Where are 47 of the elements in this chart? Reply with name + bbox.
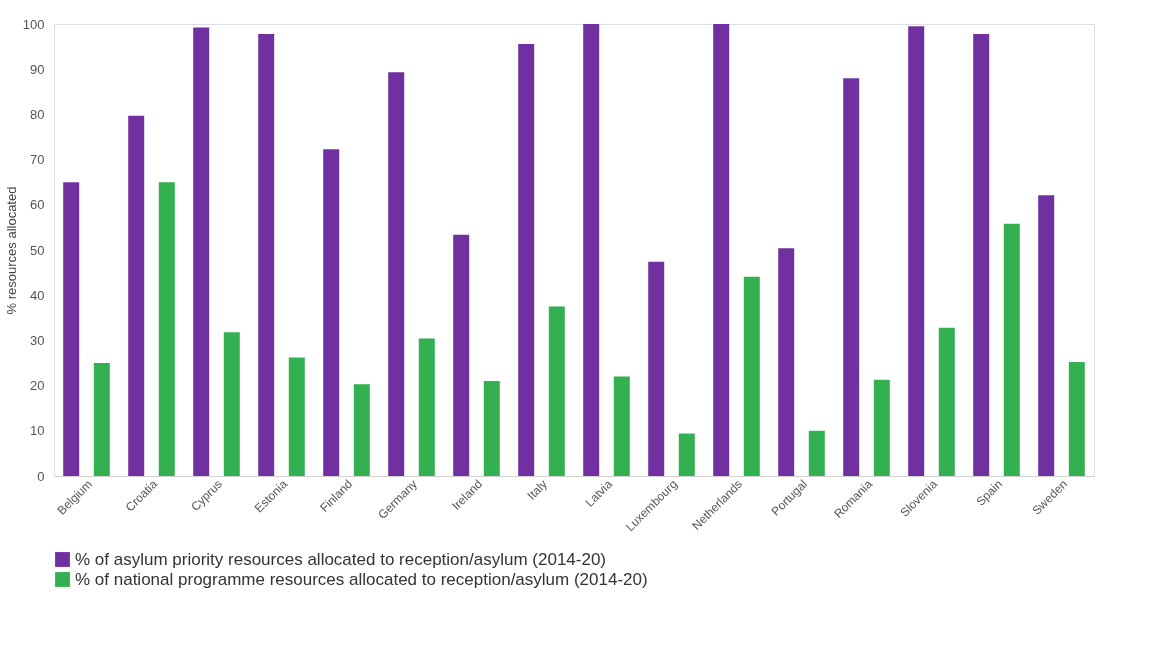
bar: [808, 430, 825, 476]
bar: [483, 381, 500, 476]
bar: [1003, 223, 1020, 476]
bar: [678, 433, 695, 476]
bar: [63, 182, 80, 476]
bar: [453, 234, 470, 476]
bar: [418, 338, 435, 476]
bar: [973, 33, 990, 476]
y-tick-label: 30: [30, 332, 45, 348]
y-tick-label: 70: [30, 152, 45, 168]
bar: [158, 182, 175, 476]
x-tick-label: Italy: [524, 477, 550, 503]
bar: [843, 78, 860, 476]
bar: [938, 327, 955, 476]
bar: [548, 306, 565, 476]
y-axis-title: % resources allocated: [3, 186, 19, 315]
y-tick-label: 80: [30, 106, 45, 122]
bar: [323, 149, 340, 476]
bar: [93, 363, 110, 476]
bar: [193, 27, 210, 476]
y-tick-label: 0: [37, 468, 45, 484]
y-tick-label: 50: [30, 242, 45, 258]
y-tick-label: 100: [22, 16, 45, 32]
bar: [353, 384, 370, 476]
legend-label: % of national programme resources allocated to reception/asylum (2014-20): [75, 569, 648, 589]
bar: [778, 248, 795, 476]
y-tick-label: 90: [30, 61, 45, 77]
bar: [873, 379, 890, 476]
bar: [743, 276, 760, 476]
bar: [908, 26, 925, 476]
bar: [1038, 195, 1055, 476]
bar: [713, 24, 730, 476]
legend-label: % of asylum priority resources allocated to reception/asylum (2014-20): [75, 549, 607, 569]
bar: [583, 24, 600, 476]
bar: [128, 115, 145, 476]
y-tick-label: 10: [30, 423, 45, 439]
bar: [223, 332, 240, 476]
bar: [388, 72, 405, 476]
bar: [518, 43, 535, 476]
y-tick-label: 20: [30, 378, 45, 394]
bar: [258, 33, 275, 476]
bar: [288, 357, 305, 476]
y-tick-label: 60: [30, 197, 45, 213]
bar: [648, 261, 665, 476]
bar: [613, 376, 630, 476]
y-tick-label: 40: [30, 287, 45, 303]
bar: [1068, 362, 1085, 476]
